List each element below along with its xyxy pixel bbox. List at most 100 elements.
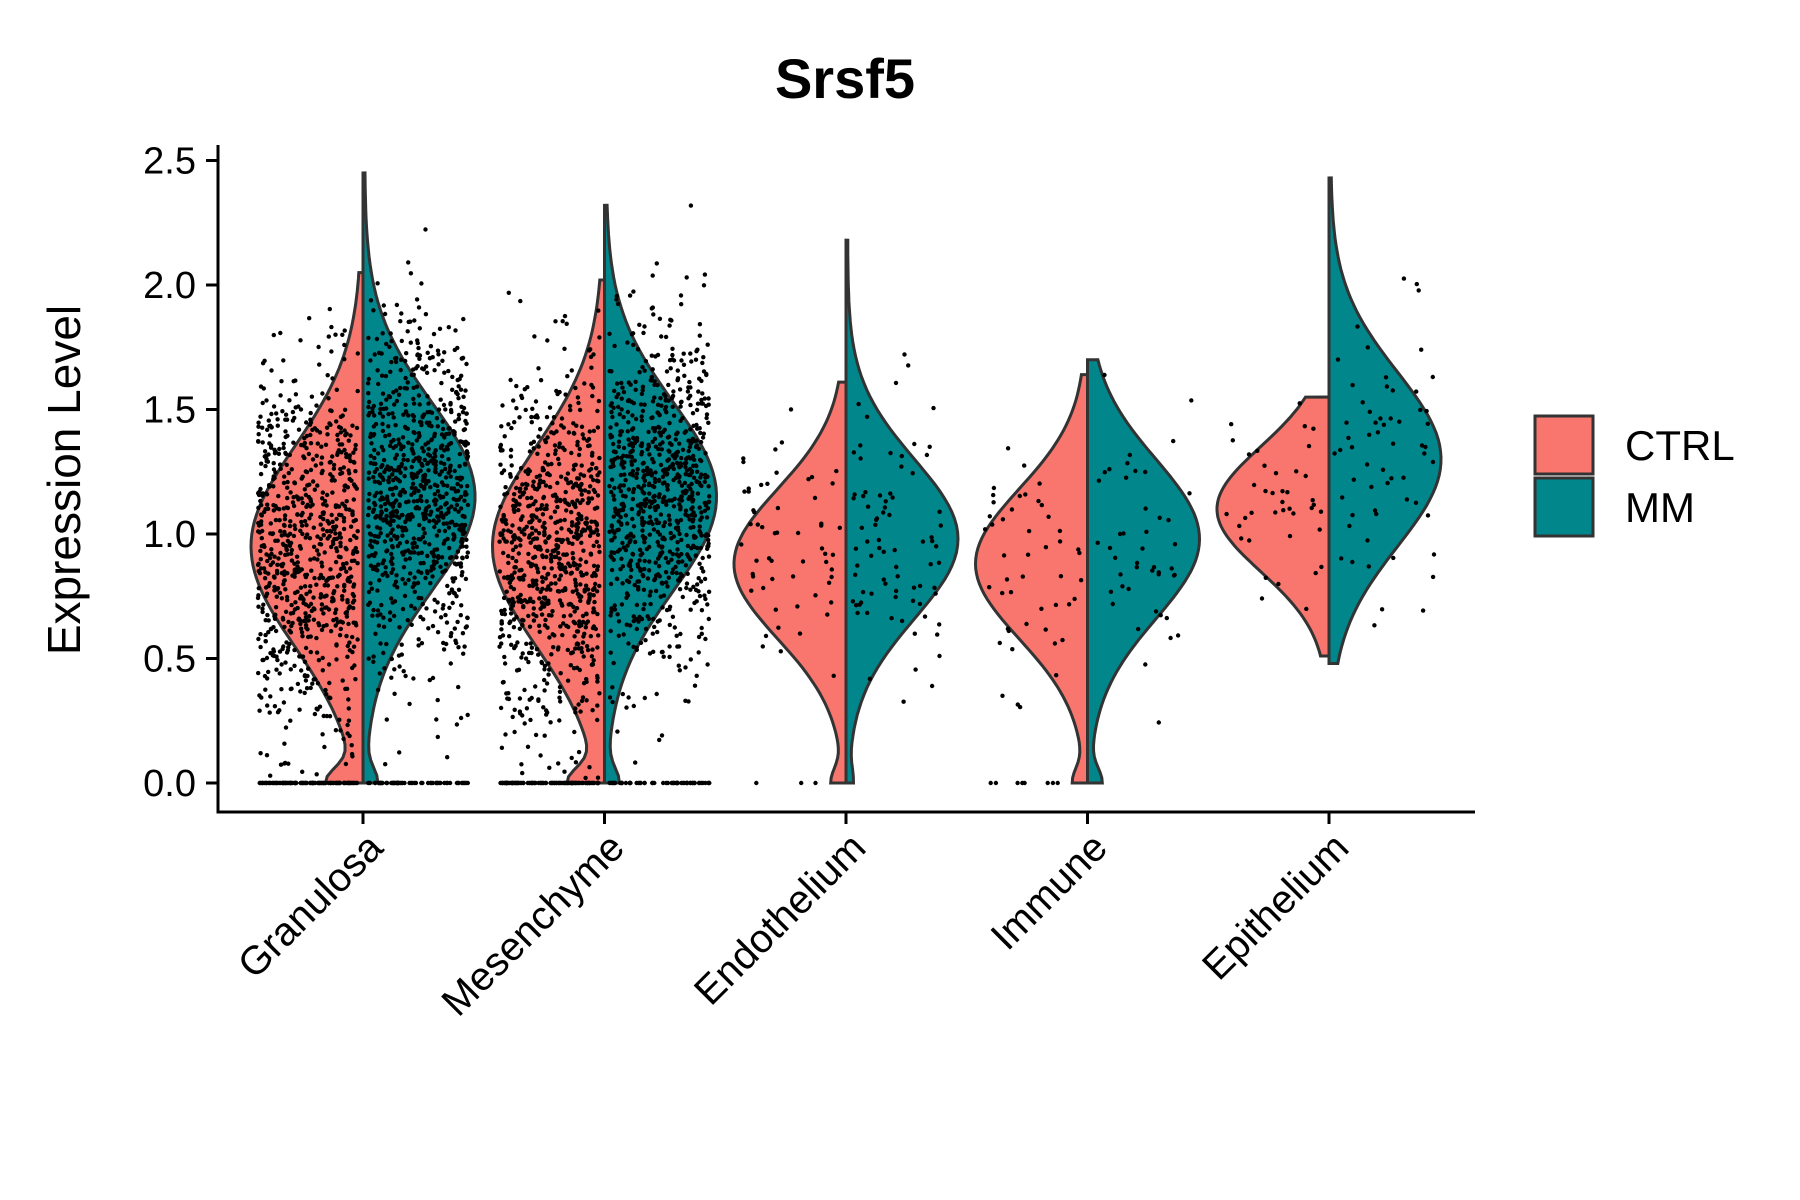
data-point — [1413, 500, 1419, 505]
data-point — [282, 741, 287, 746]
data-point — [688, 441, 693, 447]
data-point — [610, 685, 615, 690]
data-point — [1120, 584, 1125, 589]
data-point — [350, 423, 355, 428]
data-point — [1076, 547, 1081, 552]
data-point — [542, 677, 547, 683]
data-point — [608, 435, 613, 440]
data-point — [525, 495, 530, 501]
data-point — [593, 581, 598, 587]
data-point — [444, 521, 449, 526]
data-point — [888, 450, 893, 456]
data-point — [640, 489, 645, 495]
data-point — [379, 444, 384, 450]
data-point — [551, 645, 556, 650]
data-point — [277, 446, 282, 452]
data-point — [691, 457, 697, 462]
data-point — [369, 586, 375, 591]
data-point — [616, 512, 621, 517]
data-point — [348, 537, 353, 543]
data-point — [263, 639, 268, 644]
data-point — [592, 609, 597, 614]
data-point — [1001, 553, 1007, 558]
data-point — [371, 308, 376, 313]
data-point — [381, 615, 386, 620]
data-point — [350, 665, 355, 671]
data-point — [552, 509, 558, 514]
data-point — [615, 549, 621, 554]
data-point — [754, 558, 759, 563]
data-point — [412, 582, 417, 587]
data-point — [446, 457, 451, 462]
data-point — [291, 440, 296, 445]
data-point — [376, 623, 382, 628]
data-point — [667, 654, 672, 660]
data-point — [449, 519, 455, 524]
data-point — [622, 472, 627, 477]
data-point — [419, 641, 425, 646]
data-point — [888, 491, 893, 496]
data-point — [629, 332, 635, 337]
data-point — [651, 616, 656, 622]
data-point — [511, 600, 516, 605]
data-point — [699, 625, 704, 631]
data-point — [1046, 514, 1051, 519]
data-point — [612, 535, 617, 540]
data-point — [584, 644, 590, 649]
data-point — [557, 598, 563, 603]
data-point — [525, 744, 531, 749]
data-point — [537, 596, 542, 601]
data-point — [277, 671, 282, 676]
data-point — [386, 411, 391, 417]
data-point — [392, 402, 397, 407]
data-point — [562, 313, 568, 319]
data-point — [337, 442, 342, 447]
data-point — [366, 512, 371, 518]
data-point — [641, 606, 646, 612]
data-point — [580, 640, 586, 645]
data-point — [346, 438, 351, 443]
data-point — [381, 477, 386, 482]
data-point — [626, 420, 631, 425]
data-point — [1372, 508, 1378, 513]
data-point — [859, 525, 864, 530]
data-point — [449, 409, 454, 415]
data-point — [529, 650, 534, 656]
data-point — [440, 358, 445, 363]
data-point — [549, 430, 554, 435]
data-point — [899, 464, 904, 469]
data-point — [677, 668, 682, 673]
data-point — [344, 686, 350, 691]
data-point — [409, 485, 415, 490]
data-point — [421, 526, 426, 531]
data-point — [257, 530, 262, 535]
data-point — [829, 574, 834, 580]
data-point — [439, 380, 444, 386]
data-point — [374, 540, 380, 545]
data-point — [543, 617, 548, 623]
data-point — [1349, 445, 1355, 450]
data-point — [683, 512, 688, 517]
data-point — [667, 498, 672, 503]
data-point — [634, 780, 639, 786]
data-point — [394, 509, 400, 515]
data-point — [1246, 452, 1252, 457]
data-point — [706, 589, 712, 594]
data-point — [704, 412, 710, 417]
data-point — [611, 405, 616, 410]
data-point — [680, 559, 685, 564]
data-point — [389, 339, 394, 344]
data-point — [366, 335, 371, 341]
data-point — [1366, 564, 1372, 569]
data-point — [297, 654, 302, 659]
data-point — [690, 490, 695, 495]
data-point — [513, 499, 518, 504]
data-point — [1280, 499, 1285, 505]
data-point — [432, 431, 437, 436]
data-point — [458, 564, 464, 569]
data-point — [583, 559, 589, 565]
data-point — [625, 521, 630, 526]
data-point — [292, 415, 297, 421]
data-point — [678, 400, 684, 405]
data-point — [342, 582, 347, 588]
